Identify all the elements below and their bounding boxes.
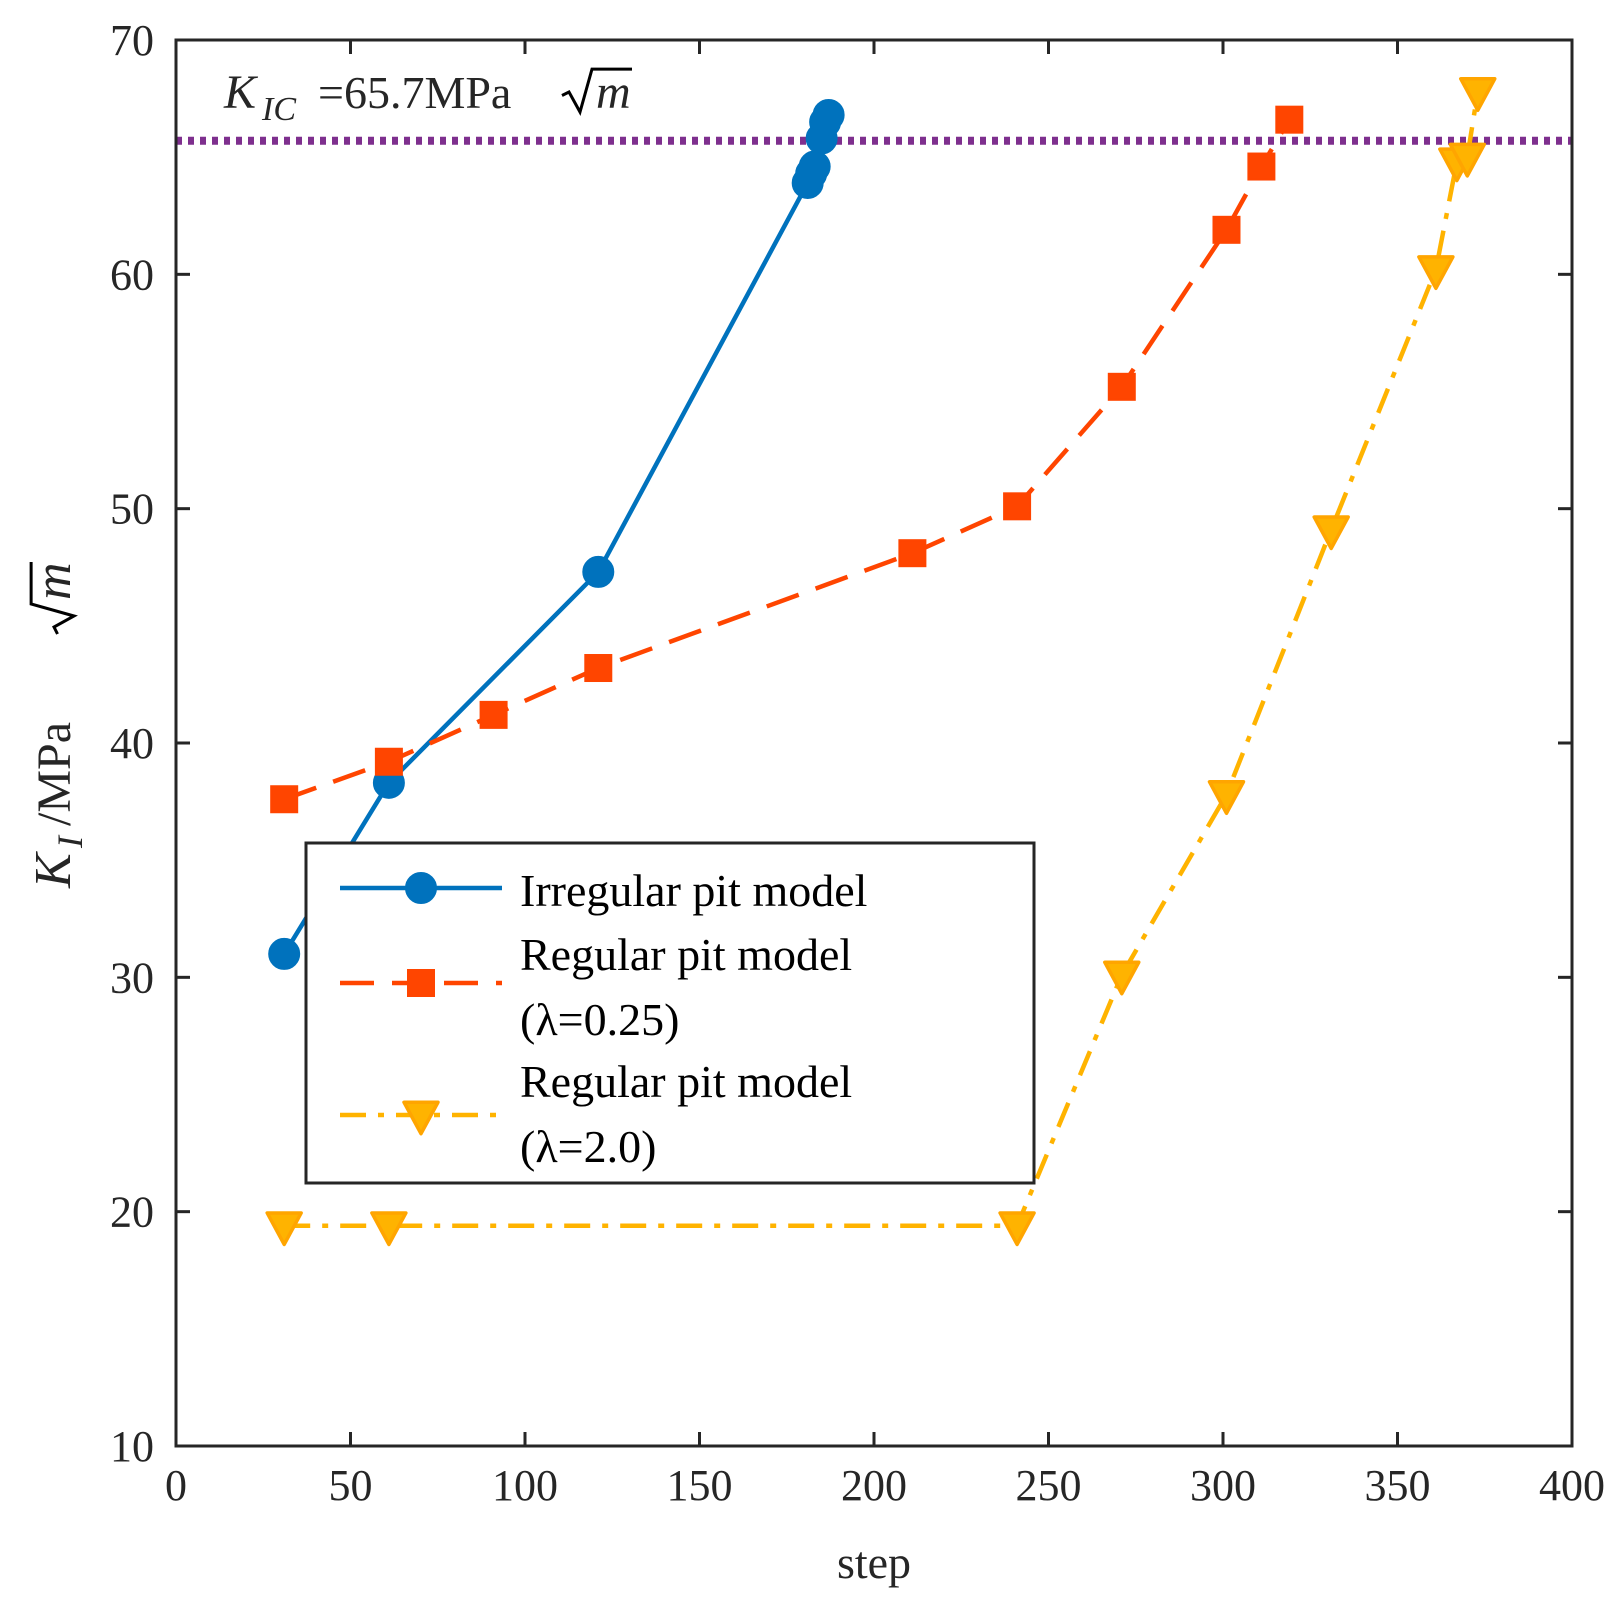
kic-value: =65.7MPa	[318, 67, 511, 118]
kic-sqrt-sign	[561, 67, 632, 116]
x-tick-label: 250	[1016, 1461, 1082, 1510]
series-2-line	[283, 118, 1292, 802]
x-tick-label: 0	[165, 1461, 187, 1510]
y-label-sqrt-sign	[29, 562, 78, 635]
kic-subscript: IC	[261, 91, 296, 128]
axes-box	[174, 38, 1574, 1448]
legend: Irregular pit model Regular pit model (λ=0…	[304, 841, 1036, 1185]
series-3-point	[265, 1211, 303, 1247]
legend-entry-3: Regular pit model (λ=2.0)	[340, 1056, 852, 1172]
x-tick-label: 300	[1190, 1461, 1256, 1510]
x-tick-label: 400	[1539, 1461, 1605, 1510]
y-label-radicand: m	[25, 562, 82, 600]
series-2-point	[584, 654, 613, 683]
legend-swatch-marker	[407, 969, 435, 997]
series-3-line	[284, 91, 1480, 1228]
plot-area	[176, 40, 1572, 1446]
series-3-point	[1417, 255, 1455, 291]
y-label-symbol: K	[25, 851, 82, 889]
series-1-point	[268, 937, 301, 970]
x-tick-label: 50	[329, 1461, 373, 1510]
series-3-point	[1312, 515, 1350, 551]
legend-swatch-marker	[402, 1100, 440, 1136]
series-2-point	[1107, 372, 1136, 401]
legend-entry-2: Regular pit model (λ=0.25)	[340, 929, 852, 1045]
y-axis-title: KI/MPa m	[25, 562, 90, 889]
legend-label-line: (λ=0.25)	[520, 994, 679, 1045]
y-tick-label: 70	[110, 16, 154, 65]
y-label-subscript: I	[50, 834, 90, 849]
plot-background	[176, 40, 1572, 1446]
legend-label-line: Regular pit model	[520, 929, 852, 980]
x-axis-title: step	[837, 1537, 911, 1588]
legend-label: Irregular pit model	[520, 865, 867, 916]
series-2-point	[1003, 492, 1032, 521]
series-2-point	[1212, 215, 1241, 244]
series-3-point	[1103, 960, 1141, 996]
legend-label-line: (λ=2.0)	[520, 1121, 656, 1172]
series-2	[270, 105, 1304, 814]
series-3-point	[1459, 77, 1497, 113]
kic-symbol: K	[223, 66, 259, 119]
series-2-point	[270, 785, 299, 814]
y-tick-label: 60	[110, 250, 154, 299]
y-tick-label: 20	[110, 1188, 154, 1237]
kic-radicand: m	[596, 66, 631, 119]
legend-label-line: Regular pit model	[520, 1056, 852, 1107]
series-1-point	[582, 555, 615, 588]
series-2-point	[374, 747, 403, 776]
y-tick-label: 50	[110, 485, 154, 534]
x-axis-label: step	[837, 1537, 911, 1588]
x-tick-label: 350	[1365, 1461, 1431, 1510]
series-3-point	[1207, 780, 1246, 816]
x-tick-label: 200	[841, 1461, 907, 1510]
y-axis-label: KI/MPa m	[25, 562, 90, 889]
axes: 0 50 100 150 200 250 300 350 400 10 20 30 40 50 60 70	[110, 16, 1605, 1510]
series-2-point	[898, 539, 927, 568]
y-tick-label: 10	[110, 1422, 154, 1471]
kic-annotation: K IC =65.7MPa m	[223, 66, 632, 128]
series-3-point	[998, 1211, 1036, 1247]
y-tick-label: 40	[110, 719, 154, 768]
series-1-point	[798, 150, 831, 183]
y-tick-label: 30	[110, 953, 154, 1002]
legend-swatch-marker	[405, 872, 437, 904]
x-tick-label: 150	[667, 1461, 733, 1510]
y-label-unit: /MPa	[28, 722, 81, 826]
series-1-point	[812, 98, 845, 131]
series-3	[265, 77, 1497, 1247]
x-tick-label: 100	[492, 1461, 558, 1510]
series-2-point	[479, 700, 508, 729]
legend-entry-1: Irregular pit model	[340, 865, 867, 916]
series-2-point	[1247, 152, 1276, 181]
series-3-point	[370, 1211, 408, 1247]
series-2-point	[1275, 105, 1304, 134]
series-1	[268, 98, 845, 970]
series-3-point	[1448, 142, 1487, 178]
